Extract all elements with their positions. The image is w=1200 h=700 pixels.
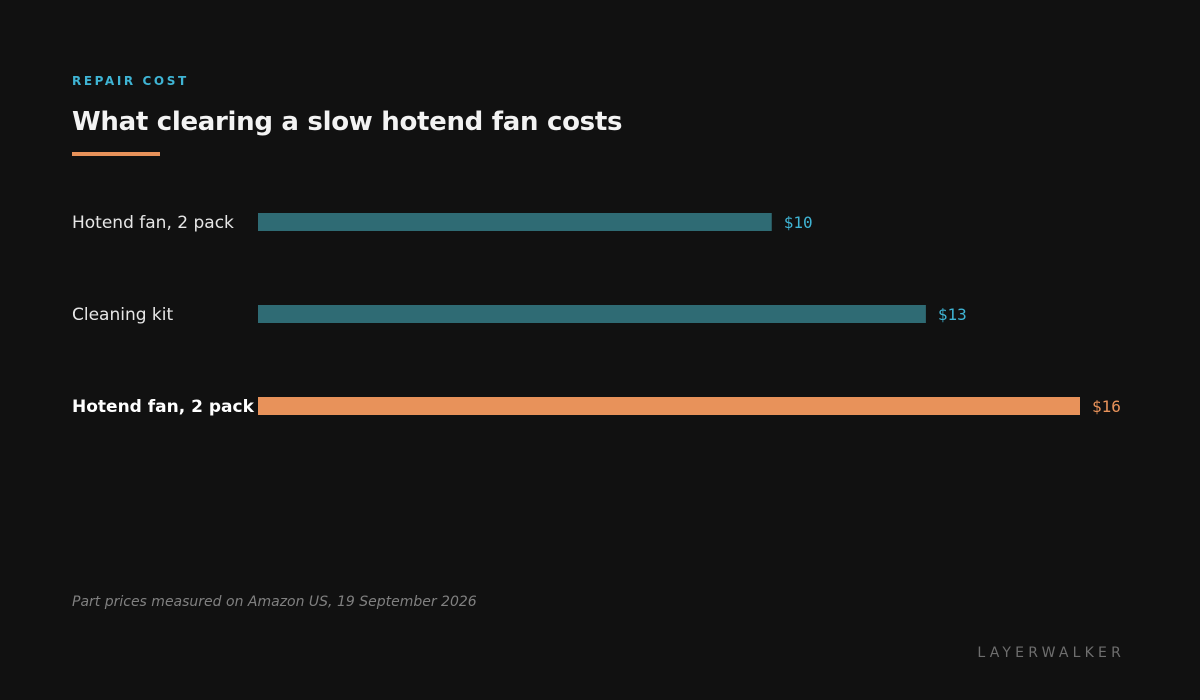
bar [258,305,926,323]
chart-title: What clearing a slow hotend fan costs [72,107,623,137]
title-accent-rule [72,152,160,156]
bar-value-label: $10 [784,213,813,232]
bar-value-label: $16 [1092,397,1121,416]
brand-wordmark: LAYERWALKER [977,645,1125,661]
bar-category-label: Hotend fan, 2 pack [72,397,255,417]
chart-eyebrow: REPAIR COST [72,74,189,88]
bar [258,213,772,231]
source-note: Part prices measured on Amazon US, 19 Se… [72,594,477,610]
bar-value-label: $13 [938,305,967,324]
bar-highlighted [258,397,1080,415]
bar-category-label: Cleaning kit [72,305,174,325]
bar-category-label: Hotend fan, 2 pack [72,213,234,233]
